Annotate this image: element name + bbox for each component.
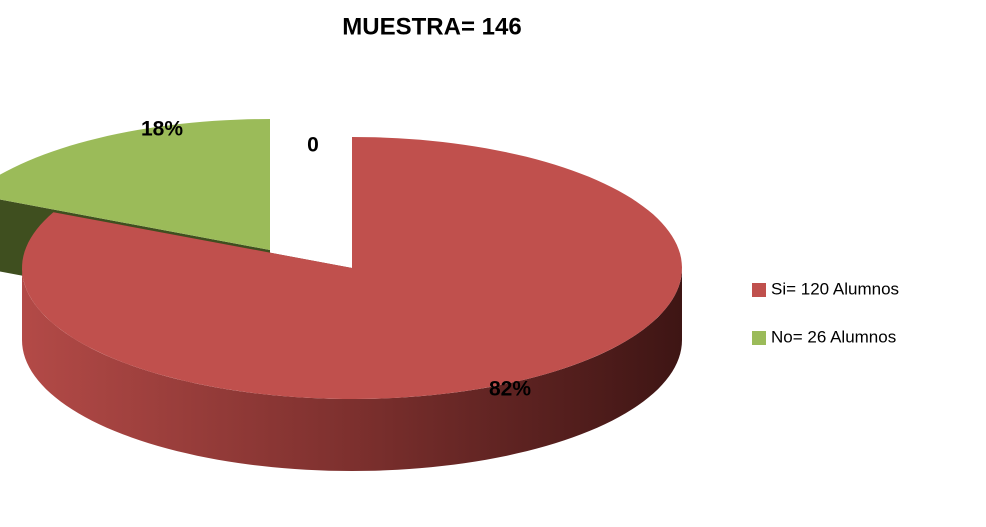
slice-side <box>22 268 682 471</box>
chart-title: MUESTRA= 146 <box>342 13 521 40</box>
value-label: 82% <box>489 378 531 401</box>
slice-top <box>22 137 682 399</box>
legend-swatch <box>752 283 766 297</box>
annotation: 0 <box>307 134 319 157</box>
slice-top <box>0 119 270 250</box>
value-label: 18% <box>141 118 183 141</box>
legend-label: No= 26 Alumnos <box>771 327 896 346</box>
legend-label: Si= 120 Alumnos <box>771 279 899 298</box>
slice <box>22 137 682 471</box>
legend-swatch <box>752 331 766 345</box>
